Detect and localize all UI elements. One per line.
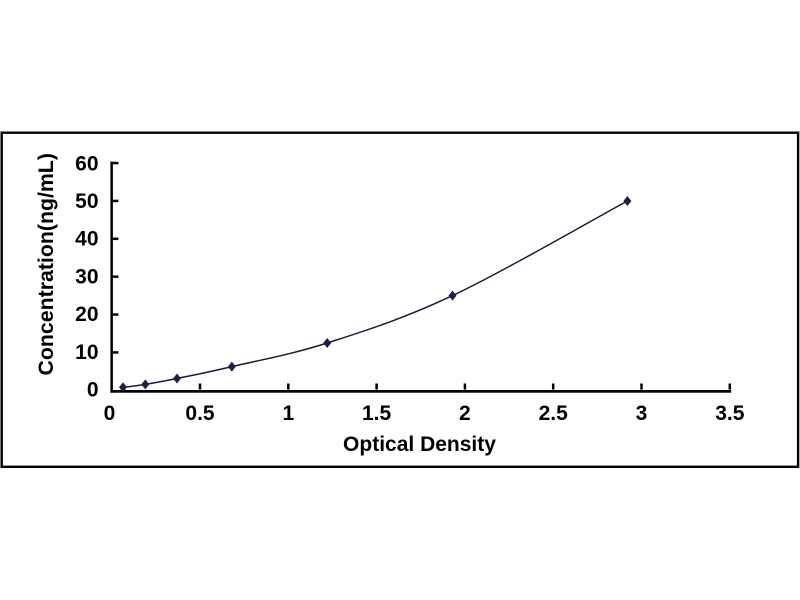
svg-text:60: 60 [75,152,98,175]
svg-text:Optical Density: Optical Density [343,433,496,456]
svg-text:2.5: 2.5 [539,402,569,425]
svg-text:2: 2 [459,402,471,425]
svg-text:30: 30 [75,265,98,288]
svg-text:3: 3 [636,402,648,425]
svg-text:10: 10 [75,341,98,364]
svg-text:0.5: 0.5 [185,402,215,425]
svg-text:40: 40 [75,228,98,251]
svg-text:0: 0 [104,402,116,425]
svg-text:1.5: 1.5 [362,402,392,425]
svg-text:50: 50 [75,190,98,213]
svg-text:0: 0 [87,379,99,402]
svg-text:Concentration(ng/mL): Concentration(ng/mL) [34,153,58,375]
svg-text:3.5: 3.5 [715,402,745,425]
svg-text:1: 1 [282,402,294,425]
svg-text:20: 20 [75,303,98,326]
